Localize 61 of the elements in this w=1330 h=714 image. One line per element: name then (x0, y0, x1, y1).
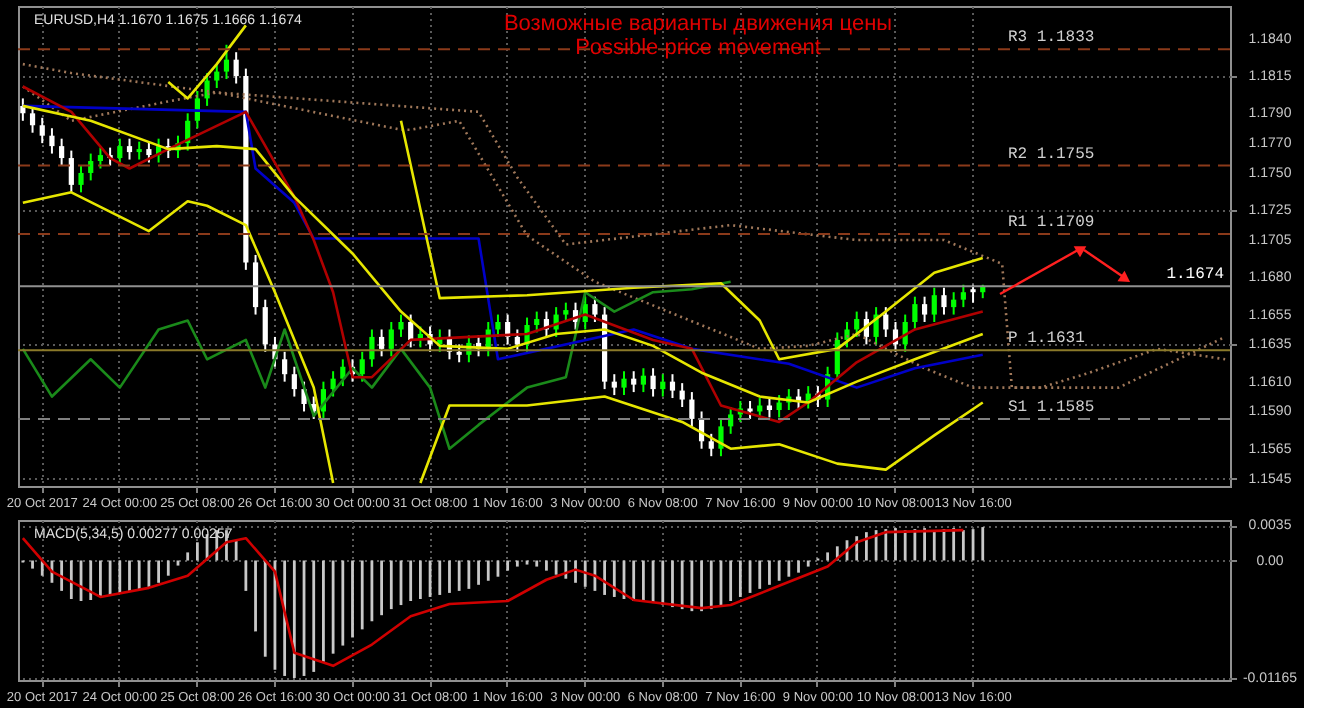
candlestick (78, 164, 84, 194)
ref-line-label: R3 1.1833 (1008, 29, 1095, 48)
line-series (419, 395, 985, 485)
line-series (21, 191, 335, 485)
candlestick (563, 301, 569, 324)
candlestick (39, 116, 45, 145)
line-series (21, 280, 732, 451)
candlestick (650, 367, 656, 398)
candlestick (223, 43, 230, 81)
candlestick (262, 298, 268, 353)
candlestick (29, 104, 36, 134)
candlestick (398, 313, 404, 338)
candlestick (660, 373, 666, 398)
ref-line-label: R1 1.1709 (1008, 214, 1095, 233)
candlestick (631, 370, 637, 394)
line-series (21, 528, 965, 668)
candlestick (379, 328, 385, 358)
ref-line-label: S1 1.1585 (1008, 398, 1095, 417)
candlestick (941, 286, 947, 316)
candlestick (592, 295, 598, 324)
candlestick (921, 295, 928, 324)
candlestick (88, 152, 94, 182)
candlestick (708, 432, 714, 458)
candlestick (282, 350, 288, 383)
candlestick (59, 137, 65, 167)
candlestick (146, 140, 152, 164)
candlestick (514, 328, 520, 353)
candlestick (728, 405, 734, 435)
candlestick (931, 286, 937, 324)
candlestick (854, 310, 860, 338)
candlestick (126, 137, 133, 161)
candlestick (912, 295, 918, 331)
candlestick (611, 373, 617, 397)
candlestick (669, 373, 676, 400)
candlestick (883, 306, 889, 338)
candlestick (233, 51, 239, 85)
candlestick (776, 394, 782, 419)
candlestick (679, 382, 685, 408)
candlestick (495, 313, 501, 338)
candlestick (689, 391, 695, 428)
annotation: Возможные варианты движения цены (503, 12, 893, 36)
candlestick (117, 137, 123, 167)
candlestick (369, 328, 375, 368)
candlestick (291, 365, 297, 398)
candlestick (388, 321, 394, 358)
candlestick (621, 370, 627, 397)
candlestick (214, 63, 220, 89)
candlestick (68, 149, 74, 194)
candlestick (718, 417, 724, 458)
line-series (166, 24, 248, 100)
ref-line-label: R2 1.1755 (1008, 145, 1095, 164)
ref-line-label: P 1.1631 (1008, 330, 1086, 349)
candlestick (97, 146, 104, 170)
candlestick (960, 283, 966, 309)
candlestick (640, 367, 646, 394)
candlestick (359, 350, 365, 383)
candlestick (844, 321, 850, 349)
candlestick (252, 253, 259, 316)
candlestick (49, 127, 55, 155)
ref-line-label: 1.1674 (1166, 266, 1225, 285)
candlestick (951, 291, 957, 316)
